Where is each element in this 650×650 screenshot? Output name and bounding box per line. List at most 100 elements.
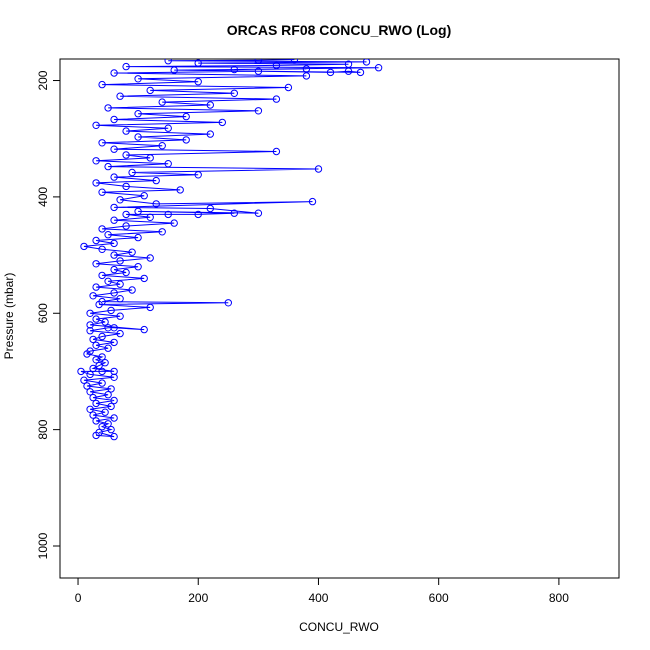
- data-point: [158, 142, 166, 150]
- data-point: [122, 151, 130, 159]
- data-point: [230, 89, 239, 98]
- data-point: [326, 68, 335, 77]
- data-point: [110, 324, 118, 332]
- data-point: [95, 361, 103, 370]
- data-point: [98, 379, 106, 387]
- data-point: [98, 353, 106, 361]
- data-point: [122, 210, 130, 219]
- data-point: [170, 219, 178, 227]
- x-tick-label: 600: [429, 591, 449, 605]
- data-point: [98, 139, 106, 147]
- data-point: [98, 423, 106, 431]
- data-point: [164, 124, 172, 132]
- data-point: [206, 204, 215, 213]
- data-point: [116, 92, 124, 100]
- data-point: [140, 274, 148, 283]
- series-line: [80, 59, 379, 438]
- x-axis: 0 200 400 600 800: [75, 577, 569, 605]
- data-point: [122, 222, 130, 230]
- data-point: [92, 417, 100, 425]
- data-point: [314, 165, 323, 173]
- chart-title: ORCAS RF08 CONCU_RWO (Log): [227, 22, 452, 38]
- data-point: [230, 65, 239, 74]
- data-point: [92, 356, 100, 364]
- data-point: [110, 203, 118, 212]
- data-point: [152, 176, 160, 185]
- data-point: [83, 382, 91, 390]
- data-point: [146, 254, 154, 262]
- data-point: [122, 182, 130, 191]
- data-point: [302, 72, 311, 80]
- data-point: [92, 315, 100, 323]
- data-point: [86, 388, 94, 396]
- data-point: [86, 405, 94, 413]
- data-point: [272, 147, 281, 156]
- data-point: [86, 327, 94, 335]
- data-point: [107, 402, 115, 411]
- data-point: [170, 66, 178, 74]
- x-tick-label: 0: [75, 591, 82, 605]
- data-point: [356, 68, 365, 77]
- data-point: [140, 325, 148, 334]
- data-point: [92, 283, 100, 291]
- data-point: [302, 65, 311, 73]
- data-point: [128, 168, 136, 177]
- data-point: [146, 213, 154, 222]
- data-point: [308, 197, 317, 206]
- y-axis-label: Pressure (mbar): [2, 273, 16, 360]
- data-point: [272, 61, 281, 70]
- data-point: [92, 260, 100, 268]
- data-point: [194, 59, 202, 67]
- data-point: [101, 359, 109, 367]
- data-point: [116, 312, 124, 320]
- data-point: [98, 225, 106, 233]
- data-point: [110, 432, 118, 441]
- data-point: [146, 303, 154, 312]
- data-point: [98, 80, 106, 89]
- data-point: [134, 233, 142, 242]
- series-layer: [77, 59, 383, 441]
- data-point: [89, 393, 97, 402]
- data-point: [92, 157, 100, 165]
- data-point: [122, 268, 130, 277]
- data-point: [206, 101, 215, 109]
- data-point: [254, 107, 263, 115]
- data-point: [92, 399, 100, 408]
- data-point: [176, 186, 184, 194]
- data-point: [107, 385, 115, 393]
- data-point: [128, 286, 136, 294]
- data-point: [194, 210, 202, 219]
- data-point: [206, 130, 215, 138]
- y-tick-label: 600: [36, 303, 50, 323]
- data-point: [134, 207, 142, 216]
- data-point: [224, 299, 233, 307]
- data-point: [362, 59, 371, 66]
- data-point: [134, 133, 142, 141]
- data-point: [344, 60, 353, 68]
- data-point: [98, 367, 106, 376]
- data-point: [89, 335, 97, 344]
- y-tick-label: 400: [36, 187, 50, 207]
- data-point: [92, 236, 100, 245]
- data-point: [98, 245, 106, 254]
- data-point: [104, 420, 112, 428]
- data-point: [95, 428, 103, 437]
- data-point: [122, 62, 130, 71]
- data-point: [104, 104, 112, 112]
- data-point: [284, 83, 293, 92]
- data-point: [374, 64, 383, 72]
- data-point: [164, 59, 172, 65]
- data-point: [254, 67, 263, 75]
- data-point: [116, 329, 124, 338]
- data-point: [158, 228, 166, 236]
- data-point: [80, 376, 88, 384]
- data-point: [110, 414, 118, 422]
- y-tick-label: 1000: [36, 532, 50, 559]
- data-point: [182, 136, 190, 144]
- data-point: [110, 289, 118, 297]
- x-tick-label: 200: [188, 591, 208, 605]
- data-point: [104, 344, 112, 352]
- data-point: [194, 78, 202, 86]
- data-point: [89, 364, 97, 373]
